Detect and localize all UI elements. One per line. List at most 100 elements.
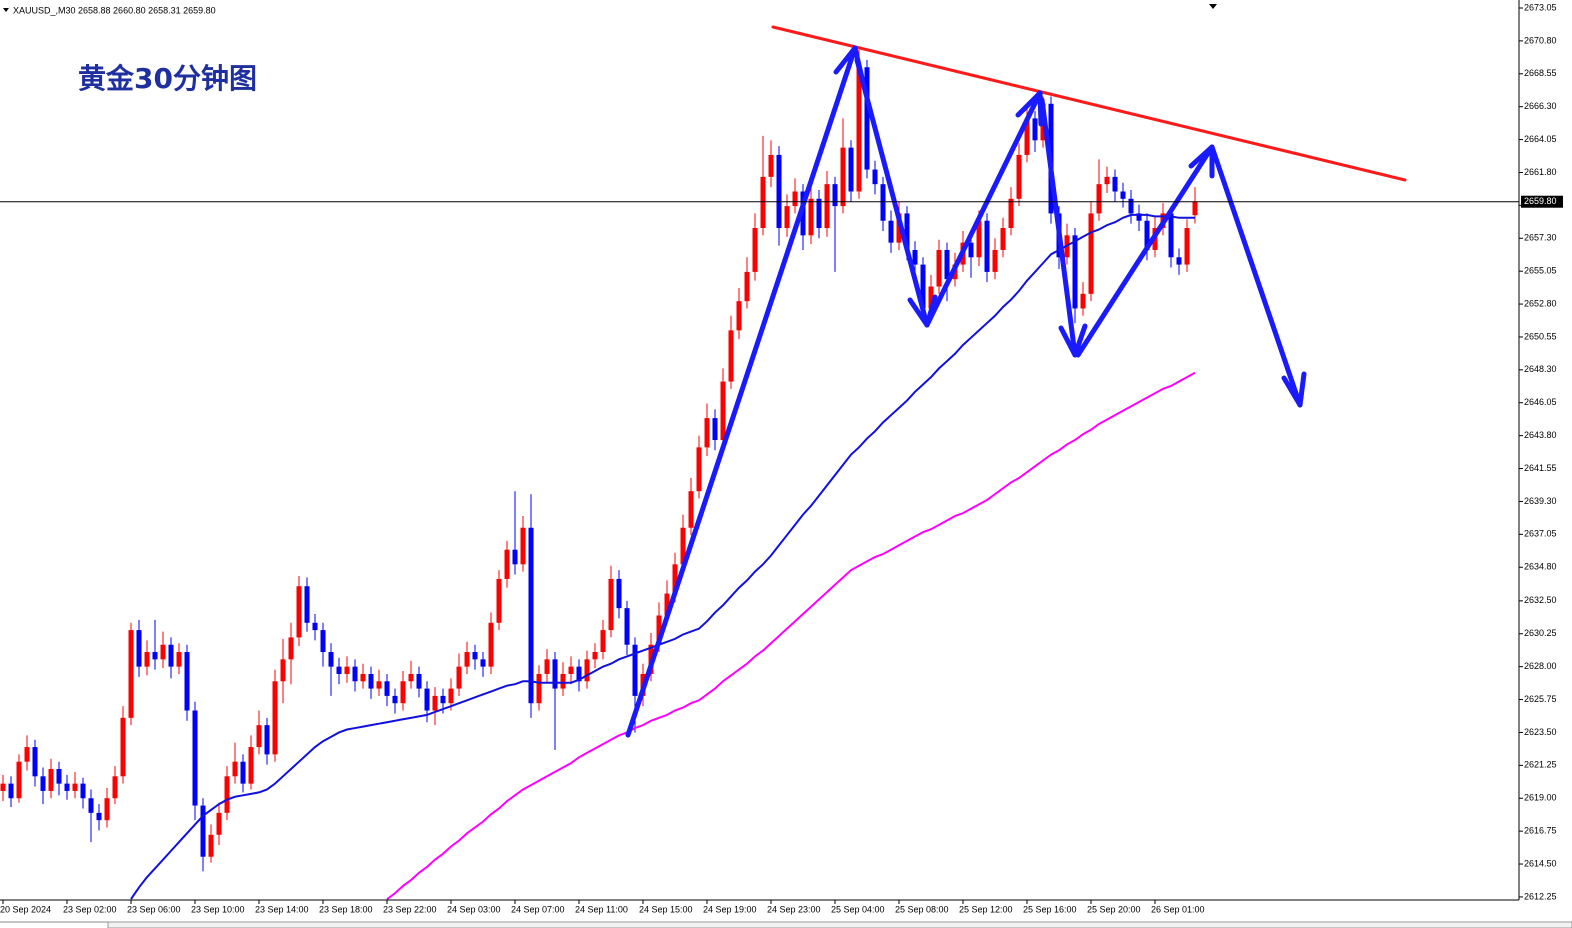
candle-body	[928, 286, 934, 309]
candle-body	[1184, 228, 1190, 265]
scrollbar	[107, 921, 1572, 928]
candle-body	[136, 630, 142, 667]
candle-body	[808, 198, 814, 236]
candle-body	[616, 578, 622, 609]
x-tick-label: 25 Sep 16:00	[1023, 904, 1077, 914]
candle-body	[408, 673, 414, 682]
candle-body	[528, 527, 534, 704]
candle-body	[872, 169, 878, 185]
y-tick-label: 2632.50	[1524, 595, 1557, 605]
y-tick-label: 2648.30	[1524, 364, 1557, 374]
candle-body	[1072, 235, 1078, 309]
candle-body	[384, 681, 390, 696]
candle-body	[440, 695, 446, 704]
candle-body	[856, 67, 862, 192]
candle-body	[48, 768, 54, 791]
y-tick-label: 2641.55	[1524, 463, 1557, 473]
y-tick-label: 2650.55	[1524, 331, 1557, 341]
candle-body	[496, 578, 502, 623]
candle-body	[488, 622, 494, 667]
candle-body	[448, 688, 454, 704]
chart-title: 黄金30分钟图	[78, 62, 257, 95]
shift-marker	[1209, 4, 1217, 9]
candle-body	[1176, 257, 1182, 265]
candle-body	[544, 659, 550, 674]
x-tick-label: 24 Sep 03:00	[447, 904, 501, 914]
candle-body	[144, 652, 150, 667]
y-tick-label: 2621.25	[1524, 760, 1557, 770]
x-tick-label: 25 Sep 04:00	[831, 904, 885, 914]
candle-body	[248, 747, 254, 784]
candle-body	[832, 184, 838, 207]
y-tick-label: 2616.75	[1524, 826, 1557, 836]
arrow	[1209, 144, 1303, 408]
y-tick-label: 2634.80	[1524, 562, 1557, 572]
candle-body	[192, 710, 198, 806]
x-tick-label: 24 Sep 11:00	[575, 904, 628, 914]
candle-body	[920, 264, 926, 309]
candle-body	[1032, 118, 1038, 141]
x-tick-label: 24 Sep 07:00	[511, 904, 565, 914]
candle-body	[424, 688, 430, 711]
x-tick-label: 23 Sep 10:00	[191, 904, 245, 914]
candle-body	[456, 666, 462, 689]
candle-body	[800, 191, 806, 236]
candle-body	[984, 220, 990, 272]
candle-body	[696, 447, 702, 492]
y-tick-label: 2673.05	[1524, 2, 1557, 12]
candle-body	[24, 747, 30, 762]
x-tick-label: 20 Sep 2024	[0, 904, 51, 914]
candle-body	[352, 666, 358, 682]
resistance-line	[771, 25, 1407, 182]
y-tick-label: 2619.00	[1524, 793, 1557, 803]
x-tick-label: 23 Sep 18:00	[319, 904, 373, 914]
candle-body	[216, 812, 222, 835]
candle-body	[320, 630, 326, 653]
candle-body	[680, 527, 686, 565]
candle-body	[624, 608, 630, 645]
candle-body	[304, 586, 310, 623]
x-tick-label: 23 Sep 06:00	[127, 904, 181, 914]
candle-body	[720, 381, 726, 441]
last-price-box	[1521, 195, 1563, 208]
candle-body	[784, 206, 790, 229]
candle-body	[72, 783, 78, 791]
candle-body	[1112, 176, 1118, 192]
candle-body	[312, 622, 318, 631]
candle-body	[272, 681, 278, 755]
candle-body	[744, 271, 750, 302]
arrow	[854, 57, 930, 328]
candle-body	[560, 673, 566, 689]
candle-body	[96, 812, 102, 821]
candle-body	[232, 761, 238, 777]
candle-body	[736, 301, 742, 331]
candle-body	[752, 228, 758, 272]
candle-body	[792, 191, 798, 207]
candle-body	[704, 418, 710, 448]
y-tick-label: 2614.50	[1524, 858, 1557, 868]
candle-body	[936, 249, 942, 287]
menu-marker	[3, 8, 9, 12]
candle-body	[16, 761, 22, 799]
candle-body	[664, 593, 670, 616]
candle-body	[1024, 118, 1030, 155]
candle-body	[968, 242, 974, 258]
candle-body	[816, 198, 822, 229]
candle-body	[776, 154, 782, 229]
candle-body	[1120, 191, 1126, 199]
candle-body	[256, 725, 262, 748]
y-tick-label: 2628.00	[1524, 661, 1557, 671]
candle-body	[480, 659, 486, 667]
candle-body	[520, 527, 526, 565]
candle-body	[472, 652, 478, 660]
candle-body	[656, 615, 662, 645]
candle-body	[1088, 213, 1094, 294]
last-price-label: 2659.80	[1524, 196, 1557, 206]
candle-body	[288, 637, 294, 660]
candle-body	[368, 673, 374, 689]
candle-body	[152, 652, 158, 660]
candle-body	[904, 213, 910, 250]
arrow	[625, 45, 858, 738]
candle-body	[976, 220, 982, 258]
